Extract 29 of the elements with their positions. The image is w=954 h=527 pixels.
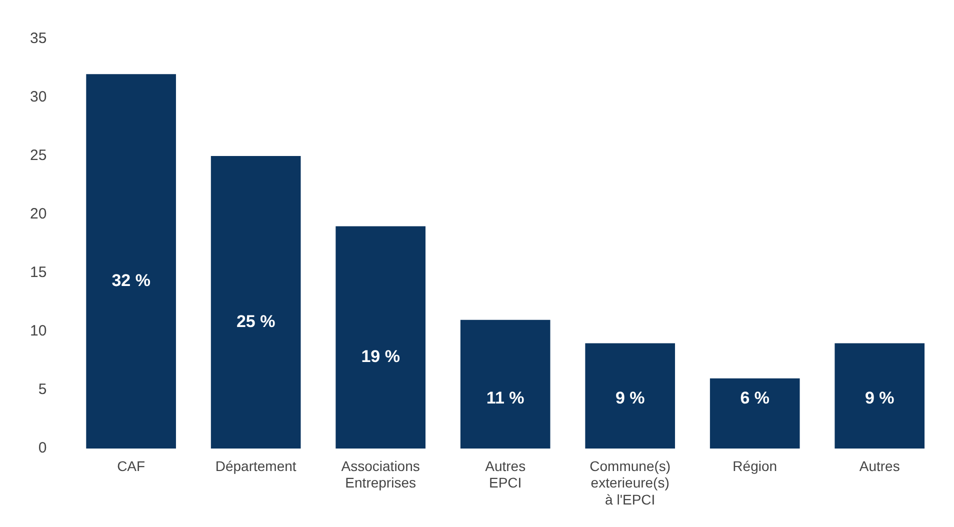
bar: [210, 156, 301, 449]
y-tick-label: 10: [30, 322, 47, 340]
x-tick-label: Région: [732, 458, 778, 474]
y-tick-label: 20: [30, 206, 47, 223]
data-label: 9 %: [615, 388, 645, 408]
data-label: 9 %: [864, 388, 894, 408]
data-label: 25 %: [236, 312, 276, 331]
x-tick-label: Associations Entreprises: [341, 458, 420, 491]
y-tick-label: 15: [30, 264, 47, 282]
bar: [336, 226, 426, 449]
data-label: 11 %: [486, 388, 524, 408]
y-tick-label: 35: [30, 30, 47, 48]
bar: [710, 378, 800, 449]
data-label: 6 %: [740, 388, 770, 408]
x-tick-label: Commune(s) exterieure(s) à l'EPCI: [590, 458, 671, 508]
y-tick-label: 0: [38, 440, 47, 457]
data-label: 32 %: [112, 271, 150, 290]
y-tick-label: 5: [38, 381, 47, 398]
bar: [86, 74, 176, 449]
bar: [585, 343, 676, 449]
x-tick-label: CAF: [117, 458, 146, 474]
bar: [460, 320, 550, 449]
data-label: 19 %: [361, 347, 400, 366]
bar: [834, 343, 925, 449]
y-tick-label: 30: [30, 88, 47, 106]
y-tick-label: 25: [30, 147, 47, 164]
x-tick-label: Département: [215, 458, 296, 474]
x-tick-label: Autres: [859, 458, 900, 474]
x-tick-label: Autres EPCI: [485, 458, 526, 491]
